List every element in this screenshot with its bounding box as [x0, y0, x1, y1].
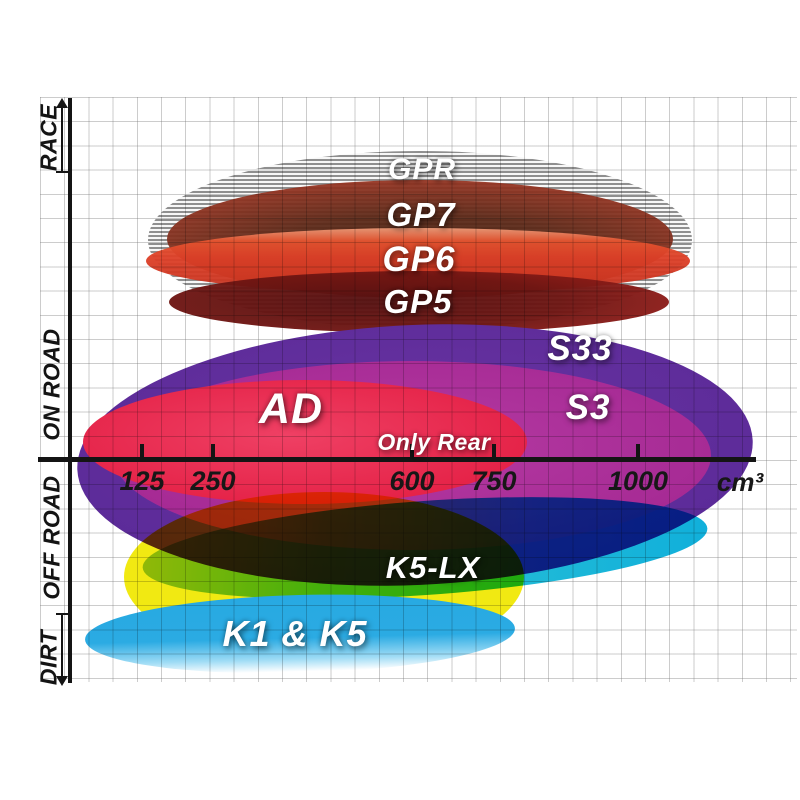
x-axis-unit-label: cm³ [716, 467, 764, 497]
x-tick-125 [140, 444, 144, 458]
race-arrow-cap [56, 171, 68, 173]
k1k5-label: K1 & K5 [222, 613, 368, 654]
x-tick-250 [211, 444, 215, 458]
x-tick-label-125: 125 [119, 466, 165, 496]
x-tick-750 [492, 444, 496, 458]
s3-label: S3 [565, 388, 611, 427]
only-rear-label: Only Rear [377, 429, 491, 455]
x-tick-label-600: 600 [389, 466, 435, 496]
gp5-label: GP5 [383, 283, 453, 320]
x-tick-label-750: 750 [471, 466, 517, 496]
gp6-label: GP6 [382, 240, 456, 279]
ad-label: AD [258, 385, 324, 433]
y-label-off-road: OFF ROAD [38, 475, 65, 600]
race-arrow-shaft [61, 107, 63, 172]
k5lx-label: K5-LX [385, 550, 481, 585]
dirt-arrow-shaft [61, 615, 63, 677]
x-axis-line [38, 457, 756, 462]
gp7-label: GP7 [386, 196, 456, 233]
s33-label: S33 [547, 329, 613, 368]
x-tick-label-1000: 1000 [607, 466, 669, 496]
gpr-label: GPR [387, 153, 456, 186]
ad-ellipse [83, 380, 527, 504]
x-tick-1000 [636, 444, 640, 458]
y-label-on-road: ON ROAD [38, 328, 65, 441]
y-label-dirt: DIRT [35, 629, 62, 686]
dirt-arrow-cap [56, 613, 68, 615]
gp5-ellipse [169, 271, 669, 333]
x-tick-600 [410, 444, 414, 458]
race-up-arrow-icon [56, 98, 68, 108]
x-tick-label-250: 250 [190, 466, 236, 496]
dirt-down-arrow-icon [56, 676, 68, 686]
y-axis-line [68, 98, 72, 683]
